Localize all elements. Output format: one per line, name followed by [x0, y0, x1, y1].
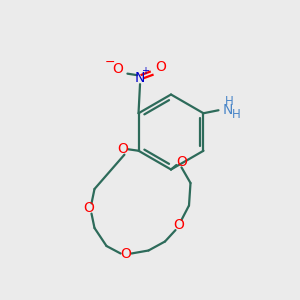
Text: O: O: [156, 60, 167, 74]
Text: H: H: [232, 108, 241, 121]
Text: H: H: [225, 95, 233, 108]
Text: −: −: [105, 56, 115, 69]
Text: N: N: [135, 71, 145, 85]
Text: N: N: [222, 103, 233, 117]
Text: O: O: [112, 62, 123, 76]
Text: O: O: [173, 218, 184, 232]
Text: O: O: [118, 142, 128, 156]
Text: +: +: [141, 66, 149, 76]
Text: O: O: [83, 202, 94, 215]
Text: O: O: [176, 155, 187, 169]
Text: O: O: [121, 247, 131, 260]
